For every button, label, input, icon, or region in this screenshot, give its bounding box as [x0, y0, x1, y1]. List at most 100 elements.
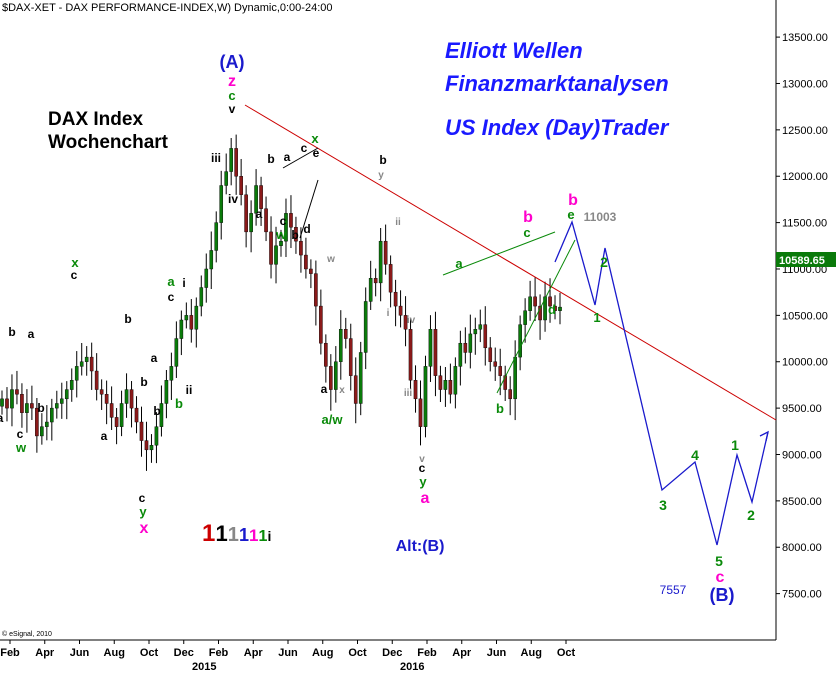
candle-body [378, 240, 383, 284]
candle-body [538, 305, 542, 321]
candle-body [468, 333, 473, 353]
candle-body [59, 398, 64, 404]
candle-body [373, 278, 378, 284]
candle-body [438, 375, 443, 390]
candle-body [229, 148, 233, 172]
wave-label: c [280, 214, 287, 228]
y-tick-label: 9000.00 [782, 449, 822, 461]
candle-body [284, 213, 288, 242]
year-label-2016: 2016 [400, 661, 424, 673]
heading-line-3: US Index (Day)Trader [445, 115, 670, 140]
wave-label: w [15, 440, 27, 455]
wave-label: x [339, 385, 345, 396]
candle-body [40, 426, 44, 437]
wave-label: (B) [710, 585, 735, 605]
candle-body [254, 185, 258, 214]
candle-body [144, 440, 149, 451]
wave-label: b [496, 401, 504, 416]
x-tick-label: Apr [452, 647, 472, 659]
candle-body [353, 375, 358, 404]
candle-body [214, 222, 219, 251]
candle-body [104, 394, 109, 404]
candle-body [269, 231, 273, 265]
candle-body [0, 398, 4, 407]
wave-label: z [228, 73, 236, 90]
candle-body [393, 291, 398, 307]
candle-body [358, 352, 363, 404]
wave-label: c [716, 569, 725, 586]
candle-body [329, 366, 333, 390]
candle-body [25, 403, 29, 413]
candle-body [35, 407, 39, 437]
candle-body [553, 305, 557, 311]
y-tick-label: 11500.00 [782, 218, 827, 230]
wave-label: 2 [600, 254, 608, 270]
candle-body [114, 417, 119, 427]
wave-label: a [321, 382, 328, 396]
candlestick-series [0, 134, 562, 471]
wave-label: iii [404, 388, 413, 399]
candle-body [69, 380, 74, 390]
count-sequence-label: 1 [239, 525, 249, 545]
y-tick-label: 8000.00 [782, 542, 822, 554]
candle-body [264, 208, 268, 233]
candle-body [129, 389, 134, 409]
wave-label: a [28, 327, 35, 341]
candle-body [558, 306, 562, 311]
candle-body [109, 403, 114, 418]
candle-body [179, 319, 184, 339]
candle-body [548, 296, 552, 307]
wave-label: c [301, 141, 308, 155]
candle-body [194, 305, 199, 330]
y-tick-label: 12000.00 [782, 171, 828, 183]
wave-label: a [0, 411, 4, 425]
heading-line-2: Finanzmarktanalysen [445, 71, 669, 96]
y-tick-label: 9500.00 [782, 403, 822, 415]
wave-label: b [8, 325, 15, 339]
x-tick-label: Apr [35, 647, 55, 659]
wave-label: 7557 [660, 583, 687, 597]
candle-body [224, 171, 228, 186]
candle-body [428, 329, 433, 367]
candle-body [55, 403, 59, 409]
candle-body [149, 445, 154, 451]
wave-label: b [379, 153, 386, 167]
count-sequence-label: 1 [202, 520, 215, 547]
wave-label: v [419, 454, 425, 465]
wave-label: d [548, 302, 556, 317]
candle-body [64, 389, 69, 400]
copyright-text: © eSignal, 2010 [2, 630, 52, 638]
candle-body [204, 268, 209, 288]
candle-body [174, 338, 179, 367]
trend-overlays [244, 104, 777, 546]
candle-body [314, 273, 318, 307]
x-tick-label: Dec [382, 647, 402, 659]
candle-body [294, 227, 298, 242]
wave-label: x [71, 255, 79, 270]
wave-label: 4 [691, 447, 699, 463]
candle-body [319, 305, 323, 344]
candle-body [523, 310, 527, 325]
wave-label: b [140, 375, 147, 389]
wave-label: b [37, 401, 44, 415]
candle-body [383, 240, 388, 265]
wave-label: a [284, 150, 291, 164]
candle-body [433, 329, 438, 376]
wave-label: 5 [715, 553, 723, 569]
candle-body [493, 361, 498, 367]
x-tick-label: Feb [417, 647, 437, 659]
count-sequence-label: 1 [249, 526, 258, 545]
candle-body [343, 329, 348, 339]
candle-body [139, 421, 144, 441]
wave-label: b [291, 228, 298, 242]
candle-body [20, 394, 24, 413]
candle-body [473, 329, 478, 335]
wave-label: ii [186, 383, 193, 397]
x-tick-label: Aug [312, 647, 333, 659]
last-price-label: 10589.65 [779, 255, 825, 267]
wave-label: b [523, 209, 533, 226]
y-tick-label: 8500.00 [782, 496, 822, 508]
wave-label: x [140, 520, 149, 537]
candle-body [508, 389, 512, 400]
count-sequence-label: 1 [228, 524, 239, 546]
